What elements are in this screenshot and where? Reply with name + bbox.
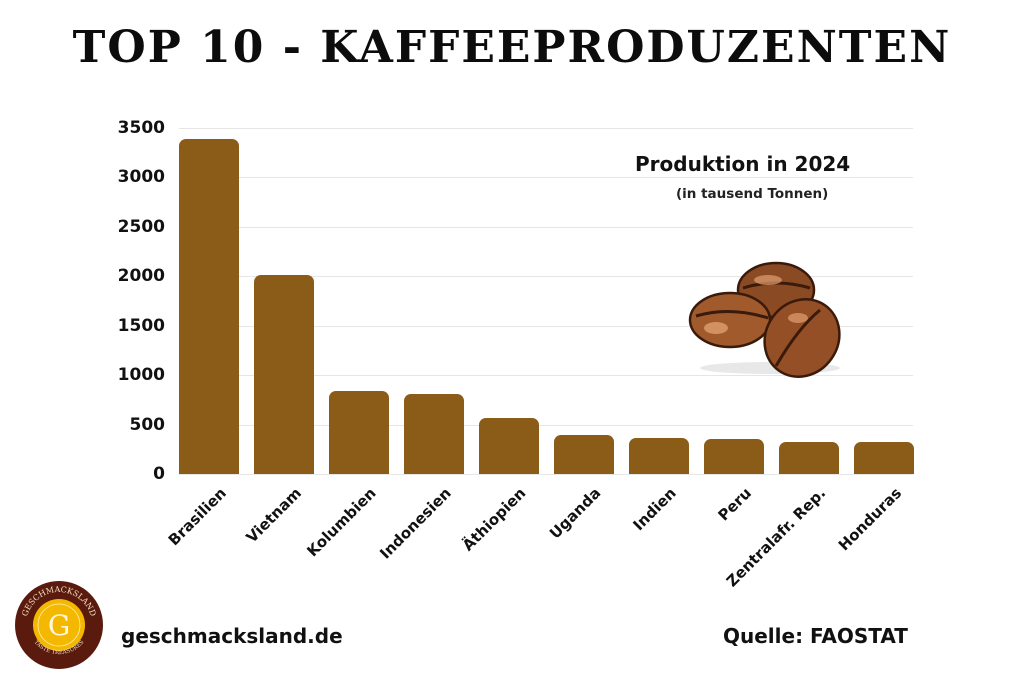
y-tick-label: 0	[153, 464, 165, 484]
x-tick-label: Indonesien	[376, 484, 455, 563]
gridline	[179, 226, 913, 228]
bar-äthiopien	[479, 418, 539, 474]
x-tick-label: Kolumbien	[303, 484, 380, 561]
source-label: Quelle: FAOSTAT	[723, 624, 908, 648]
gridline	[179, 474, 913, 475]
y-tick-label: 1500	[117, 315, 165, 336]
gridline	[179, 424, 913, 426]
gridline	[179, 276, 913, 278]
bar-honduras	[854, 442, 914, 474]
bar-zentralafr-rep-	[779, 442, 839, 474]
y-tick-label: 2000	[117, 266, 165, 287]
x-tick-label: Äthiopien	[459, 484, 530, 555]
gridline	[179, 375, 913, 377]
gridline	[179, 177, 913, 179]
geschmacksland-logo: G GESCHMACKSLAND TASTE TREASURES	[15, 581, 103, 669]
x-tick-label: Uganda	[546, 484, 605, 543]
legend-title: Produktion in 2024	[635, 152, 851, 176]
coffee-beans-icon	[688, 261, 841, 378]
x-tick-label: Honduras	[834, 484, 905, 555]
bar-vietnam	[254, 275, 314, 474]
bar-indien	[629, 438, 689, 474]
x-tick-label: Brasilien	[164, 484, 230, 550]
y-tick-label: 1000	[117, 365, 165, 386]
bar-indonesien	[404, 394, 464, 474]
gridline	[179, 128, 913, 129]
y-tick-label: 2500	[117, 216, 165, 237]
logo-letter: G	[48, 609, 70, 642]
bar-peru	[704, 438, 764, 474]
x-tick-label: Vietnam	[242, 484, 305, 547]
y-tick-label: 3000	[117, 167, 165, 188]
legend-subtitle: (in tausend Tonnen)	[676, 186, 829, 202]
plot-area	[179, 128, 914, 475]
x-tick-label: Indien	[629, 484, 680, 535]
y-tick-label: 3500	[117, 118, 165, 138]
chart-title: TOP 10 - KAFFEEPRODUZENTEN	[72, 22, 952, 73]
x-tick-label: Peru	[714, 484, 755, 525]
bar-brasilien	[179, 138, 239, 474]
bar-kolumbien	[329, 391, 389, 474]
gridline	[179, 325, 913, 327]
y-tick-label: 500	[129, 414, 166, 435]
website-link[interactable]: geschmacksland.de	[121, 624, 343, 648]
bar-uganda	[554, 435, 614, 474]
